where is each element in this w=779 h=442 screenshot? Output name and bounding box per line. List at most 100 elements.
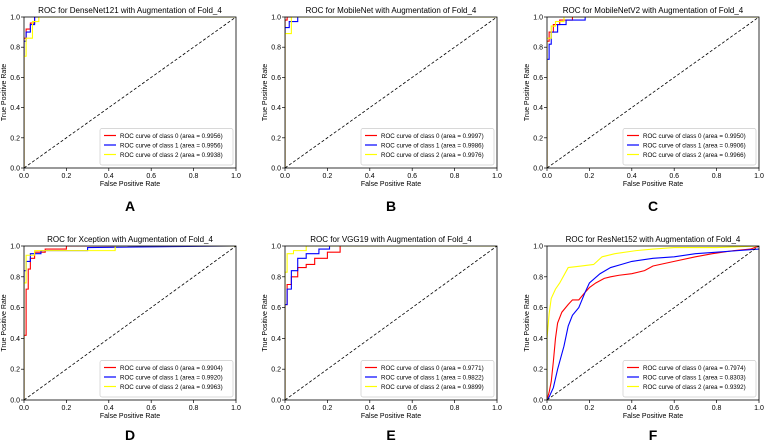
y-tick-label: 0.4 [533, 336, 543, 343]
y-tick-label: 0.2 [271, 135, 281, 142]
y-tick-label: 1.0 [10, 15, 20, 22]
y-tick-label: 1.0 [10, 244, 20, 251]
x-axis-label: False Positive Rate [100, 181, 160, 188]
x-tick-label: 0.6 [669, 405, 679, 412]
x-tick-label: 0.8 [712, 173, 722, 180]
roc-curves [285, 246, 497, 400]
y-tick-label: 0.8 [271, 274, 281, 281]
roc-curves [24, 17, 236, 168]
plot-frame [546, 16, 760, 169]
y-axis-label: True Positive Rate [524, 294, 531, 351]
legend-entry: ROC curve of class 1 (area = 0.9906) [643, 142, 746, 149]
plot-frame [546, 245, 760, 401]
legend: ROC curve of class 0 (area = 0.9771) ROC … [360, 360, 495, 398]
y-tick-label: 0.0 [533, 166, 543, 173]
x-tick-label: 0.4 [627, 173, 637, 180]
panel-label: E [386, 427, 395, 442]
x-tick-label: 0.4 [104, 405, 114, 412]
plot-frame [284, 245, 498, 401]
y-axis-label: True Positive Rate [524, 64, 531, 121]
roc-curves [547, 17, 759, 168]
legend-entry: ROC curve of class 1 (area = 0.9822) [381, 374, 484, 381]
y-tick-label: 0.0 [10, 398, 20, 405]
y-tick-label: 0.0 [533, 398, 543, 405]
x-tick-label: 1.0 [754, 173, 764, 180]
panel-label: B [386, 198, 396, 214]
legend-entry: ROC curve of class 2 (area = 0.9963) [120, 384, 223, 391]
x-tick-label: 1.0 [754, 405, 764, 412]
legend-box [99, 128, 234, 166]
x-tick-label: 0.8 [450, 405, 460, 412]
y-tick-label: 1.0 [533, 244, 543, 251]
y-tick-label: 0.4 [10, 105, 20, 112]
roc-curve-class-1 [547, 17, 759, 168]
plot-frame [284, 16, 498, 169]
legend-entry: ROC curve of class 1 (area = 0.8303) [643, 374, 746, 381]
legend-box [622, 360, 757, 398]
chart-title: ROC for MobileNet with Augmentation of F… [306, 6, 477, 15]
x-tick-label: 0.0 [19, 173, 29, 180]
plot-frame [23, 245, 237, 401]
x-tick-label: 0.0 [542, 173, 552, 180]
legend: ROC curve of class 0 (area = 0.9950) ROC … [622, 128, 757, 166]
y-axis-label: True Positive Rate [262, 64, 269, 121]
legend-box [360, 360, 495, 398]
x-tick-label: 0.2 [585, 173, 595, 180]
legend-entry: ROC curve of class 2 (area = 0.9976) [381, 152, 484, 159]
legend-box [622, 128, 757, 166]
y-tick-label: 0.2 [271, 367, 281, 374]
x-axis-label: False Positive Rate [623, 413, 683, 420]
chance-diagonal-line [285, 246, 497, 400]
y-tick-label: 0.2 [533, 135, 543, 142]
y-axis-label: True Positive Rate [1, 64, 8, 121]
chance-diagonal-line [24, 246, 236, 400]
x-tick-label: 1.0 [492, 173, 502, 180]
y-tick-label: 0.8 [10, 274, 20, 281]
roc-curve-class-2 [547, 246, 759, 400]
chance-diagonal-line [24, 17, 236, 168]
x-tick-label: 0.2 [62, 405, 72, 412]
roc-curves [547, 246, 759, 400]
y-axis-label: True Positive Rate [262, 294, 269, 351]
y-tick-label: 0.6 [10, 75, 20, 82]
x-tick-label: 0.6 [669, 173, 679, 180]
x-tick-label: 0.0 [280, 405, 290, 412]
x-tick-label: 0.8 [189, 405, 199, 412]
x-tick-label: 0.2 [62, 173, 72, 180]
x-tick-label: 0.0 [280, 173, 290, 180]
legend-entry: ROC curve of class 1 (area = 0.9920) [120, 374, 223, 381]
roc-curve-class-2 [24, 17, 236, 168]
y-tick-label: 1.0 [533, 15, 543, 22]
y-tick-label: 0.2 [10, 367, 20, 374]
chart-title: ROC for DenseNet121 with Augmentation of… [38, 6, 222, 15]
panel-label: D [125, 427, 135, 442]
legend-entry: ROC curve of class 1 (area = 0.9956) [120, 142, 223, 149]
y-tick-label: 0.0 [271, 166, 281, 173]
y-tick-label: 0.6 [271, 75, 281, 82]
x-tick-label: 0.4 [104, 173, 114, 180]
legend-entry: ROC curve of class 0 (area = 0.7974) [643, 365, 746, 372]
x-tick-label: 0.6 [146, 405, 156, 412]
legend-entry: ROC curve of class 0 (area = 0.9950) [643, 133, 746, 140]
x-tick-label: 0.0 [19, 405, 29, 412]
x-tick-label: 0.4 [365, 405, 375, 412]
legend-entry: ROC curve of class 0 (area = 0.9997) [381, 133, 484, 140]
y-tick-label: 0.8 [533, 45, 543, 52]
y-tick-label: 0.4 [10, 336, 20, 343]
roc-curve-class-2 [547, 17, 759, 168]
legend: ROC curve of class 0 (area = 0.7974) ROC … [622, 360, 757, 398]
y-tick-label: 0.6 [10, 305, 20, 312]
y-tick-label: 0.6 [533, 75, 543, 82]
roc-curve-class-2 [285, 17, 497, 168]
x-tick-label: 0.0 [542, 405, 552, 412]
y-tick-label: 0.8 [10, 45, 20, 52]
legend-entry: ROC curve of class 0 (area = 0.9771) [381, 365, 484, 372]
legend: ROC curve of class 0 (area = 0.9956) ROC … [99, 128, 234, 166]
x-tick-label: 0.2 [323, 173, 333, 180]
x-tick-label: 1.0 [231, 173, 241, 180]
roc-panel-c: ROC for MobileNetV2 with Augmentation of… [524, 6, 764, 214]
y-tick-label: 0.8 [271, 45, 281, 52]
y-tick-label: 1.0 [271, 244, 281, 251]
x-tick-label: 0.6 [407, 173, 417, 180]
roc-curve-class-1 [24, 246, 236, 400]
